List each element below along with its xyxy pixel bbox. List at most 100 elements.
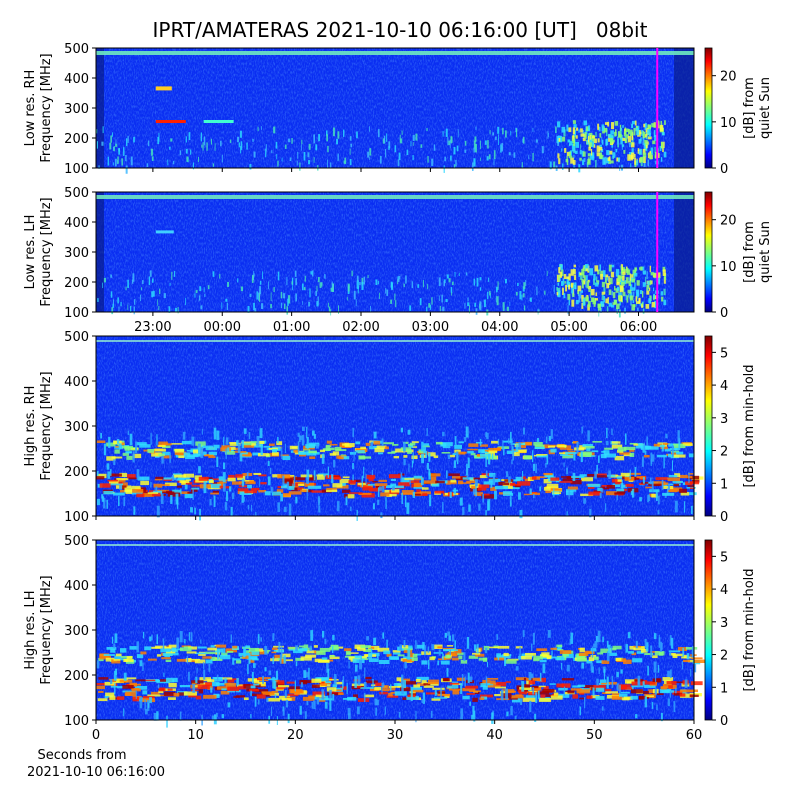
spectrogram-speckle — [514, 715, 517, 721]
spectrogram-speckle — [120, 301, 122, 307]
colorbar — [704, 539, 713, 721]
spectrogram-speckle — [617, 447, 627, 452]
spectrogram-speckle — [306, 469, 310, 480]
spectrogram-speckle — [260, 637, 262, 642]
spectrogram-speckle — [129, 433, 133, 446]
spectrogram-speckle — [374, 483, 388, 487]
spectrogram-speckle — [403, 442, 406, 452]
spectrogram-speckle — [467, 448, 478, 451]
spectrogram-speckle — [571, 144, 575, 152]
spectrogram-speckle — [656, 277, 661, 285]
spectrogram-speckle — [515, 291, 518, 296]
spectrogram-speckle — [455, 159, 457, 167]
spectrogram-speckle — [474, 492, 484, 496]
spectrogram-speckle — [316, 697, 320, 705]
spectrogram-speckle — [217, 650, 220, 660]
spectrogram-speckle — [311, 490, 324, 493]
spectrogram-speckle — [445, 654, 451, 659]
y-tick-label: 100 — [64, 714, 89, 729]
spectrogram-speckle — [394, 293, 396, 301]
spectrogram-speckle — [624, 476, 635, 481]
spectrogram-speckle — [363, 276, 366, 285]
spectrogram-speckle — [651, 123, 655, 128]
spectrogram-speckle — [345, 651, 351, 656]
spectrogram-speckle — [691, 657, 703, 660]
spectrogram-speckle — [530, 673, 534, 679]
spectrogram-speckle — [378, 292, 380, 299]
spectrogram-speckle — [448, 635, 451, 641]
spectrogram-speckle — [679, 488, 687, 493]
spectrogram-speckle — [571, 299, 575, 307]
spectrogram-speckle — [668, 475, 678, 478]
spectrogram-speckle — [590, 141, 594, 148]
spectrogram-speckle — [620, 271, 623, 275]
spectrogram-speckle — [404, 495, 407, 508]
spectrogram-speckle — [125, 489, 133, 494]
spectrogram-speckle — [581, 278, 584, 283]
spectrogram-speckle — [543, 686, 549, 690]
spectrogram-speckle — [650, 651, 659, 653]
spectrogram-speckle — [617, 131, 621, 138]
spectrogram-speckle — [211, 715, 214, 721]
spectrogram-speckle — [180, 488, 182, 495]
spectrogram-speckle — [278, 641, 281, 652]
spectrogram-speckle — [142, 690, 148, 695]
spectrogram-speckle — [230, 506, 233, 516]
spectrogram-speckle — [459, 497, 463, 506]
spectrogram-speckle — [644, 653, 654, 655]
spectrogram-speckle — [113, 670, 117, 681]
spectrogram-speckle — [327, 302, 329, 308]
spectrogram-speckle — [377, 280, 379, 285]
spectrogram-speckle — [311, 270, 314, 277]
spectrogram-speckle — [245, 481, 256, 485]
spectrogram-speckle — [614, 131, 617, 136]
spectrogram-speckle — [353, 450, 355, 462]
spectrogram-speckle — [691, 646, 695, 658]
spectrogram-speckle — [231, 481, 242, 485]
spectrogram-speckle — [356, 280, 359, 289]
x-tick-label: 0 — [92, 728, 100, 743]
spectrogram-speckle — [315, 694, 325, 698]
spectrogram-speckle — [585, 264, 589, 272]
spectrogram-speckle — [575, 127, 579, 131]
spectrogram-speckle — [211, 681, 220, 687]
spectrogram-speckle — [618, 157, 620, 163]
spectrogram-speckle — [302, 301, 304, 305]
spectrogram-speckle — [587, 286, 592, 290]
spectrogram-speckle — [684, 679, 688, 688]
spectrogram-speckle — [115, 139, 117, 146]
spectrogram-speckle — [556, 274, 560, 283]
spectrogram-speckle — [577, 684, 586, 688]
spectrogram-speckle — [288, 646, 299, 650]
spectrogram-speckle — [429, 494, 432, 507]
spectrogram-speckle — [445, 298, 448, 303]
spectrogram-speckle — [356, 131, 358, 139]
spectrogram-speckle — [184, 493, 193, 499]
spectrogram-speckle — [579, 157, 582, 161]
spectrogram-speckle — [168, 644, 177, 648]
spectrogram-speckle — [433, 144, 436, 151]
spectrogram-speckle — [336, 484, 349, 489]
spectrogram-speckle — [615, 269, 620, 277]
spectrogram-speckle — [261, 126, 262, 130]
spectrogram-speckle — [318, 134, 321, 142]
spectrogram-speckle — [277, 680, 285, 685]
spectrogram-speckle — [300, 682, 303, 688]
spectrogram-speckle — [284, 144, 287, 149]
spectrogram-speckle — [199, 286, 202, 292]
spectrogram-speckle — [665, 493, 667, 498]
spectrogram-speckle — [663, 288, 666, 296]
spectrogram-speckle — [536, 648, 548, 652]
spectrogram-speckle — [416, 676, 429, 681]
spectrogram-speckle — [248, 659, 255, 663]
spectrogram-speckle — [241, 478, 245, 487]
spectrogram-speckle — [160, 493, 164, 504]
spectrogram-speckle — [485, 455, 498, 460]
spectrogram-speckle — [396, 677, 403, 682]
spectrogram-speckle — [125, 154, 127, 162]
spectrogram-speckle — [661, 296, 664, 302]
spectrogram-speckle — [214, 694, 220, 698]
spectrogram-speckle — [630, 695, 638, 700]
spectrogram-speckle — [578, 294, 581, 303]
spectrogram-speckle — [461, 451, 467, 454]
